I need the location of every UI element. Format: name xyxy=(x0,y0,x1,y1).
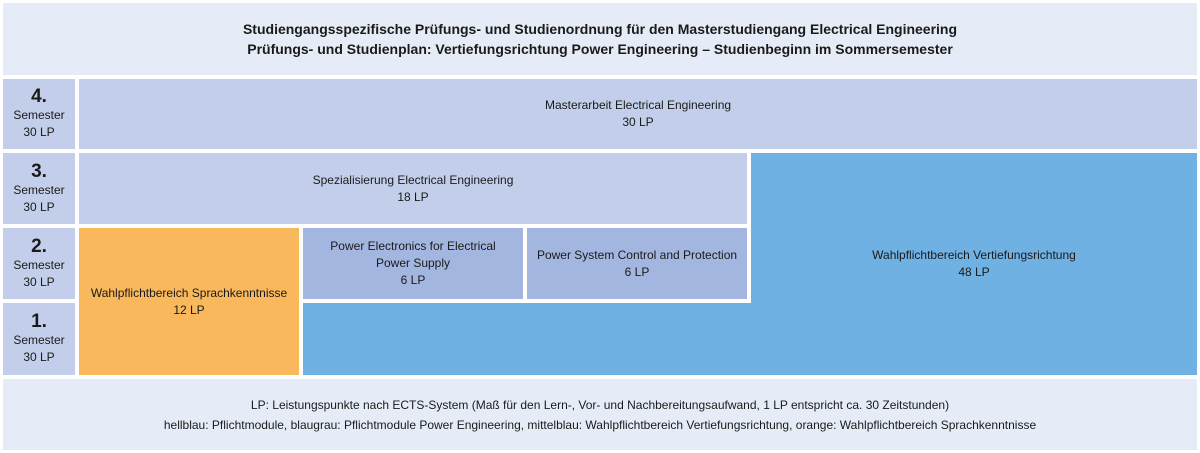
semester-word: Semester xyxy=(13,182,65,197)
semester-number: 2. xyxy=(31,235,47,257)
semester-3-label: 3. Semester 30 LP xyxy=(3,153,75,224)
module-sprachkenntnisse: Wahlpflichtbereich Sprachkenntnisse 12 L… xyxy=(79,228,299,375)
semester-lp: 30 LP xyxy=(23,125,55,139)
module-power-electronics: Power Electronics for Electrical Power S… xyxy=(303,228,523,299)
semester-number: 4. xyxy=(31,86,47,107)
module-title: Spezialisierung Electrical Engineering xyxy=(312,172,514,187)
module-lp: 18 LP xyxy=(397,189,429,204)
module-power-system-control: Power System Control and Protection 6 LP xyxy=(527,228,747,299)
semester-4-label: 4. Semester 30 LP xyxy=(3,79,75,149)
module-vertiefung: Wahlpflichtbereich Vertiefungsrichtung 4… xyxy=(751,153,1197,375)
module-title: Power System Control and Protection xyxy=(536,247,738,262)
title-line-1: Studiengangsspezifische Prüfungs- und St… xyxy=(242,21,958,37)
module-title: Wahlpflichtbereich Vertiefungsrichtung xyxy=(872,248,1076,262)
page-title: Studiengangsspezifische Prüfungs- und St… xyxy=(3,3,1197,75)
module-vertiefung-lower xyxy=(303,303,751,375)
semester-word: Semester xyxy=(13,108,65,122)
semester-lp: 30 LP xyxy=(23,199,55,214)
module-title: Wahlpflichtbereich Sprachkenntnisse xyxy=(90,285,288,300)
module-title: Masterarbeit Electrical Engineering xyxy=(544,98,732,112)
module-title-line-2: Power Supply xyxy=(375,256,451,270)
semester-number: 3. xyxy=(31,160,47,182)
module-lp: 6 LP xyxy=(400,273,426,287)
module-spezialisierung: Spezialisierung Electrical Engineering 1… xyxy=(79,153,747,224)
module-vertiefung-upper xyxy=(751,153,1197,375)
module-masterarbeit: Masterarbeit Electrical Engineering 30 L… xyxy=(79,79,1197,149)
semester-number: 1. xyxy=(31,311,47,332)
module-lp: 12 LP xyxy=(173,302,205,317)
module-title-line-1: Power Electronics for Electrical xyxy=(330,239,496,253)
legend-line-2: hellblau: Pflichtmodule, blaugrau: Pflic… xyxy=(163,417,1037,432)
semester-lp: 30 LP xyxy=(23,274,55,289)
semester-word: Semester xyxy=(13,257,65,272)
semester-1-label: 1. Semester 30 LP xyxy=(3,303,75,375)
module-lp: 6 LP xyxy=(624,264,650,279)
title-line-2: Prüfungs- und Studienplan: Vertiefungsri… xyxy=(247,41,953,57)
legend-line-1: LP: Leistungspunkte nach ECTS-System (Ma… xyxy=(250,397,950,412)
semester-word: Semester xyxy=(13,333,65,347)
module-lp: 30 LP xyxy=(622,115,654,129)
module-lp: 48 LP xyxy=(958,265,990,279)
legend: LP: Leistungspunkte nach ECTS-System (Ma… xyxy=(3,379,1197,450)
semester-2-label: 2. Semester 30 LP xyxy=(3,228,75,299)
semester-lp: 30 LP xyxy=(23,350,55,364)
